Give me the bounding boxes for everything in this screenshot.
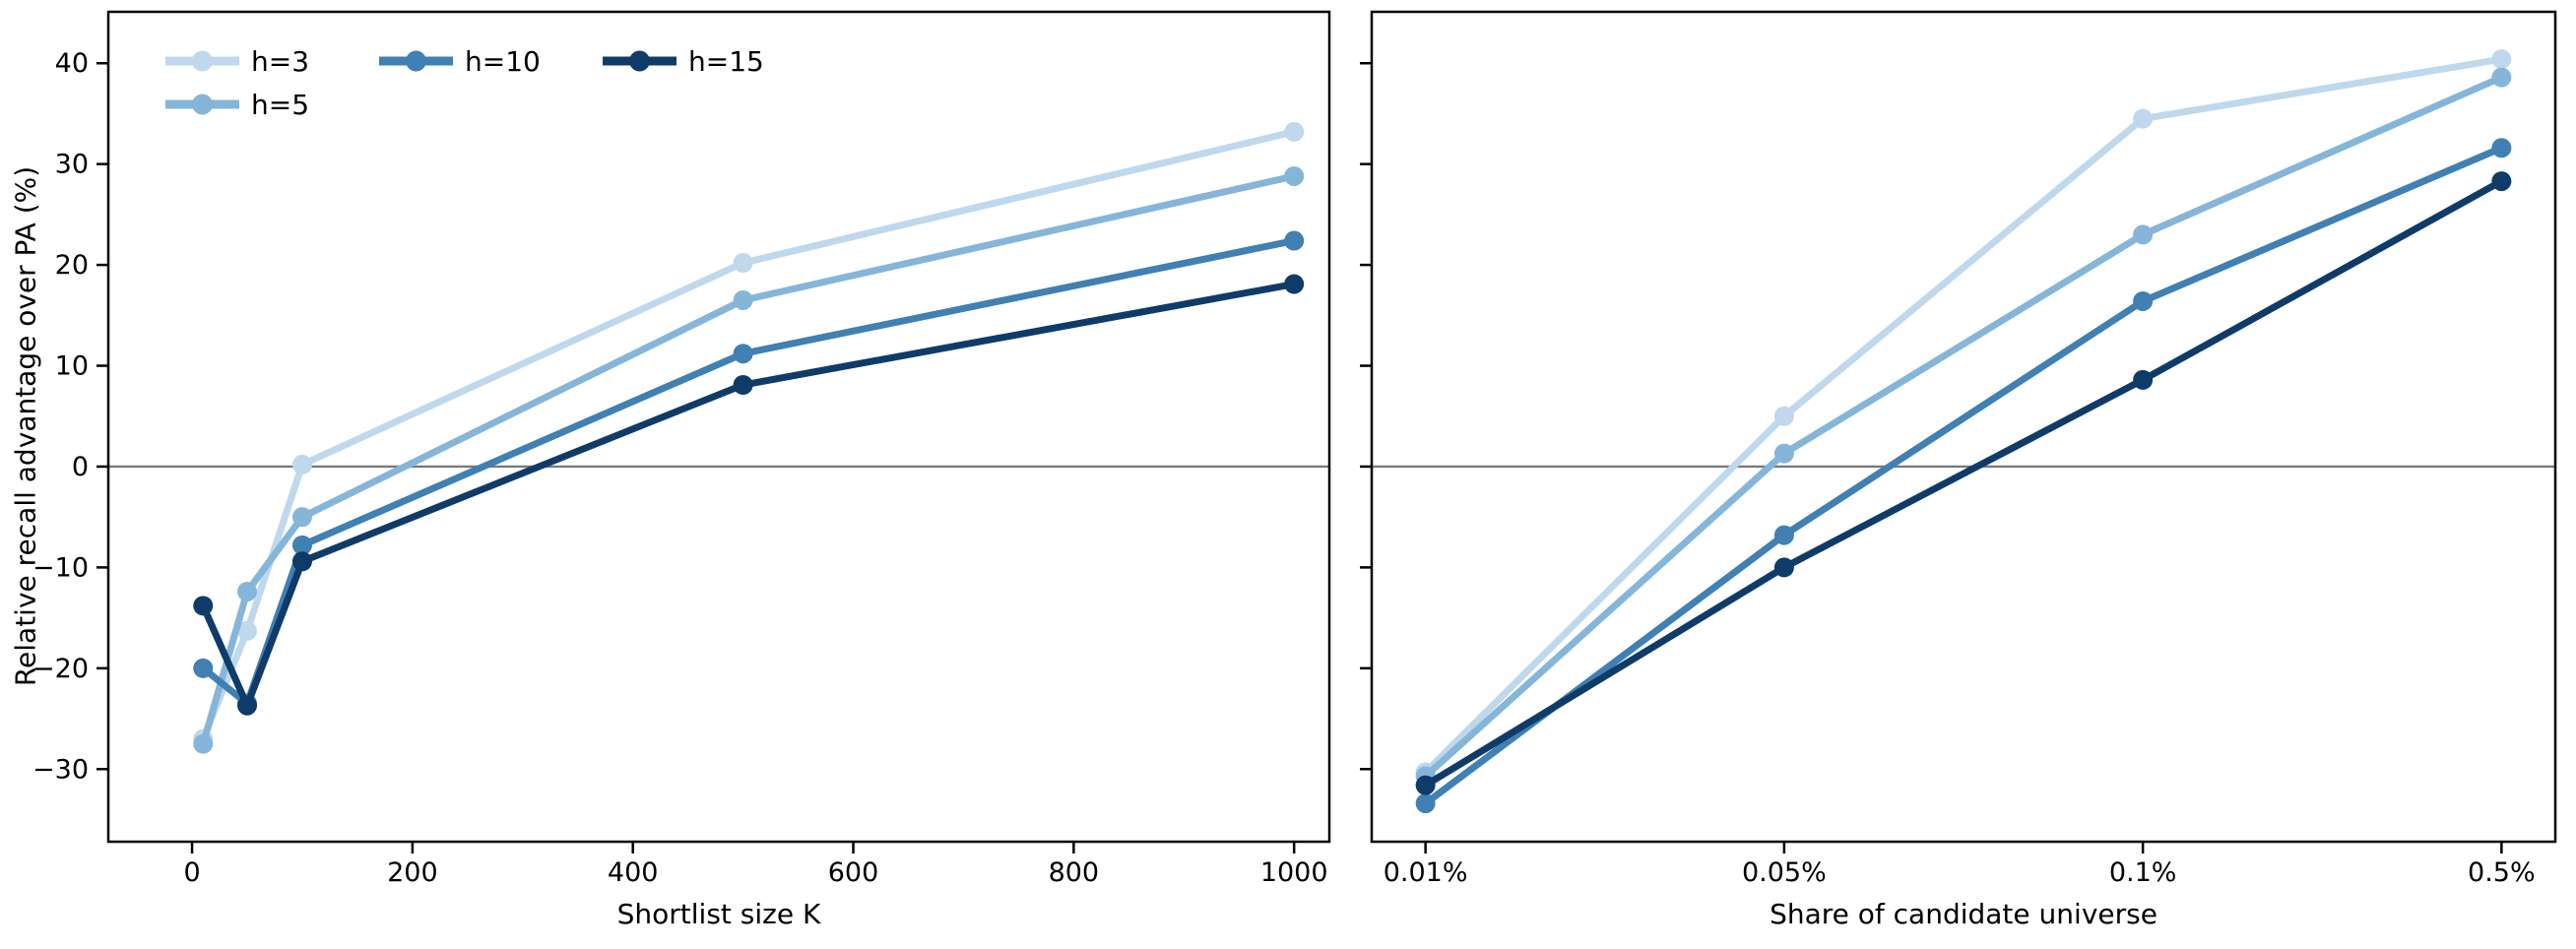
series-line-h=15 bbox=[1422, 177, 2505, 790]
data-point-h=5-4 bbox=[1284, 165, 1305, 186]
y-tick-label: 40 bbox=[55, 48, 89, 79]
x-tick-label: 600 bbox=[828, 857, 879, 888]
data-point-h=5-2 bbox=[291, 507, 312, 528]
legend-label: h=10 bbox=[465, 44, 541, 78]
y-tick-label: −10 bbox=[32, 552, 89, 583]
legend-dot bbox=[192, 94, 213, 115]
panel-spines bbox=[1370, 10, 2557, 844]
series-line-h=10 bbox=[199, 237, 1298, 708]
data-point-h=10-0 bbox=[1415, 793, 1436, 814]
data-point-h=3-4 bbox=[1284, 121, 1305, 142]
x-tick-label: 0.1% bbox=[2109, 857, 2177, 888]
legend-marker-h=15 bbox=[603, 50, 676, 72]
data-point-h=5-1 bbox=[237, 581, 258, 601]
data-point-h=5-2 bbox=[2133, 224, 2154, 245]
data-point-h=15-1 bbox=[237, 695, 258, 716]
series-line-h=10 bbox=[1422, 144, 2505, 807]
y-tick-label: 20 bbox=[55, 250, 89, 281]
data-point-h=10-3 bbox=[2491, 138, 2512, 158]
x-tick-label: 0.5% bbox=[2468, 857, 2536, 888]
x-tick-label: 800 bbox=[1049, 857, 1100, 888]
y-tick-label: −30 bbox=[32, 754, 89, 785]
data-point-h=10-2 bbox=[291, 535, 312, 555]
x-axis-label-left: Shortlist size K bbox=[616, 898, 821, 930]
x-tick-label: 1000 bbox=[1260, 857, 1328, 888]
y-tick-label: 10 bbox=[55, 351, 89, 382]
data-point-h=15-1 bbox=[1773, 557, 1794, 578]
data-point-h=15-3 bbox=[733, 374, 753, 395]
data-point-h=5-3 bbox=[2491, 67, 2512, 88]
x-axis-label-right: Share of candidate universe bbox=[1770, 898, 2157, 930]
legend-label: h=5 bbox=[251, 88, 310, 121]
x-tick-label: 400 bbox=[608, 857, 659, 888]
data-point-h=15-2 bbox=[2133, 369, 2154, 390]
y-axis-label: Relative recall advantage over PA (%) bbox=[9, 165, 42, 687]
legend-marker-h=5 bbox=[165, 94, 239, 115]
x-tick-label: 0 bbox=[183, 857, 200, 888]
legend-label: h=3 bbox=[251, 44, 310, 78]
legend-item-h=10: h=10 bbox=[379, 45, 541, 78]
series-line-h=5 bbox=[1422, 74, 2505, 780]
legend-item-h=5: h=5 bbox=[165, 89, 309, 121]
legend-dot bbox=[192, 50, 213, 72]
data-point-h=15-3 bbox=[2491, 171, 2512, 192]
data-point-h=5-3 bbox=[733, 289, 753, 310]
data-point-h=3-3 bbox=[733, 253, 753, 274]
legend-dot bbox=[629, 50, 650, 72]
x-tick-label: 200 bbox=[387, 857, 438, 888]
panel-spines bbox=[106, 10, 1331, 844]
data-point-h=10-2 bbox=[2133, 290, 2154, 311]
x-tick-label: 0.01% bbox=[1384, 857, 1468, 888]
data-point-h=3-3 bbox=[2491, 49, 2512, 70]
data-point-h=15-2 bbox=[291, 551, 312, 572]
legend-marker-h=3 bbox=[165, 50, 239, 72]
data-point-h=15-0 bbox=[193, 596, 214, 616]
data-point-h=10-1 bbox=[1773, 525, 1794, 545]
y-tick-label: 0 bbox=[72, 452, 89, 482]
data-point-h=10-4 bbox=[1284, 230, 1305, 251]
data-point-h=15-4 bbox=[1284, 274, 1305, 294]
legend-label: h=15 bbox=[688, 44, 764, 78]
data-point-h=3-1 bbox=[1773, 406, 1794, 426]
series-line-h=3 bbox=[1422, 55, 2505, 776]
x-tick-label: 0.05% bbox=[1742, 857, 1827, 888]
data-point-h=3-1 bbox=[237, 620, 258, 641]
data-point-h=10-3 bbox=[733, 344, 753, 364]
data-point-h=5-1 bbox=[1773, 443, 1794, 464]
series-line-h=3 bbox=[199, 128, 1298, 743]
legend-marker-h=10 bbox=[379, 50, 453, 72]
data-point-h=10-0 bbox=[193, 658, 214, 678]
legend-item-h=3: h=3 bbox=[165, 45, 309, 78]
data-point-h=5-0 bbox=[193, 733, 214, 754]
data-point-h=3-2 bbox=[2133, 108, 2154, 129]
data-point-h=3-2 bbox=[291, 454, 312, 474]
y-tick-label: −20 bbox=[32, 654, 89, 684]
y-tick-label: 30 bbox=[55, 150, 89, 180]
legend-item-h=15: h=15 bbox=[603, 45, 764, 78]
data-point-h=15-0 bbox=[1415, 775, 1436, 795]
legend-dot bbox=[406, 50, 426, 72]
